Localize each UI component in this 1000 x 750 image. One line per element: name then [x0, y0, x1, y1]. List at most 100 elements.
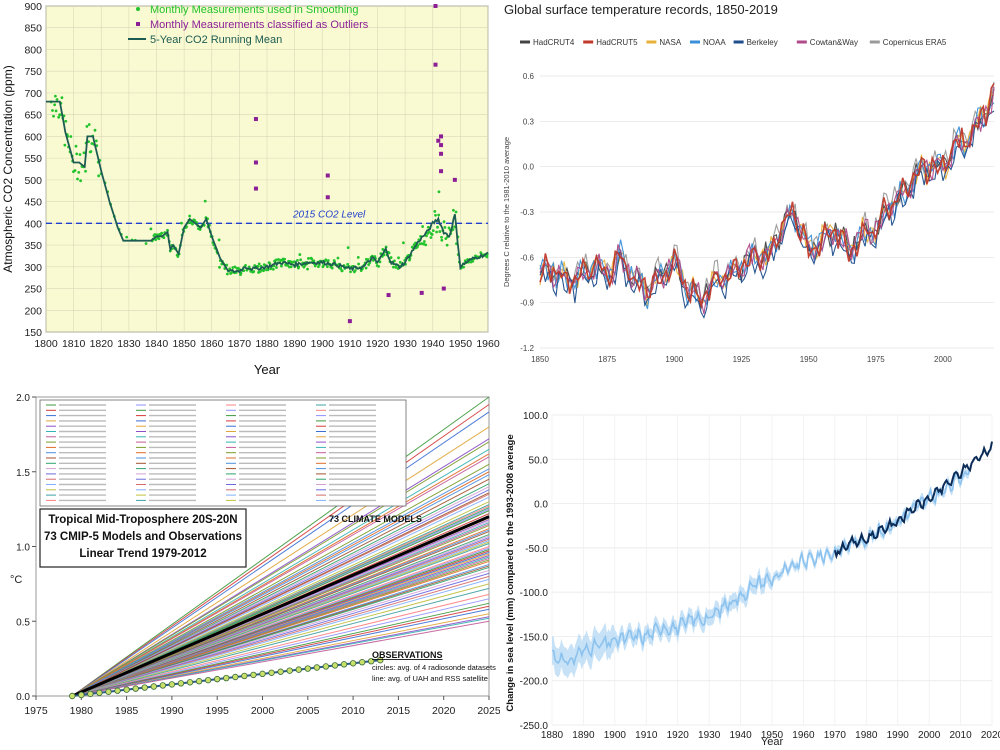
smoothing-point [53, 103, 57, 107]
smoothing-point [286, 263, 290, 267]
smoothing-point [445, 243, 449, 247]
smoothing-point [289, 265, 293, 269]
title-box [39, 508, 247, 568]
model-trend-line [72, 593, 490, 697]
model-trend-line [72, 578, 490, 697]
y-tick-label: 550 [24, 153, 42, 165]
x-tick-label: 2015 [387, 705, 411, 717]
y-tick-label: -200.0 [520, 677, 549, 688]
smoothing-point [244, 264, 247, 267]
models-chart: 0.0 0.5 1.0 1.5 2.0 1975 1980 1985 1990 1995 2000 2… [10, 393, 500, 717]
models-annotation: 73 CLIMATE MODELS [329, 514, 422, 524]
smoothing-point [69, 135, 73, 138]
smoothing-point [85, 125, 89, 128]
satellite-line [833, 441, 993, 560]
smoothing-point [401, 241, 405, 245]
smoothing-point [324, 258, 328, 262]
smoothing-point [87, 123, 91, 126]
model-trend-line [71, 411, 490, 697]
observation-circle [322, 663, 330, 670]
y-tick-label: 0.0 [534, 500, 548, 511]
model-trend-line [72, 474, 490, 697]
y-axis-label: Degrees C relative to the 1981-2010 aver… [502, 137, 511, 287]
smoothing-point [299, 258, 303, 262]
temperature-chart: Global surface temperature records, 1850… [502, 2, 995, 364]
smoothing-point [58, 113, 62, 117]
observations-note: circles: avg. of 4 radiosonde datasets [372, 663, 496, 672]
smoothing-point [149, 227, 153, 231]
smoothing-point [231, 266, 235, 269]
smoothing-point [51, 109, 54, 112]
smoothing-point [442, 220, 446, 224]
observation-circle [96, 689, 103, 697]
y-tick-label: 850 [24, 23, 42, 35]
y-tick-label: -250.0 [520, 721, 549, 732]
chart-title: Global surface temperature records, 1850… [504, 2, 778, 17]
model-trend-line [72, 587, 490, 697]
x-tick-label: 1910 [635, 730, 658, 741]
smoothing-point [162, 236, 166, 240]
smoothing-point [426, 225, 430, 229]
y-tick-label: 400 [24, 218, 42, 230]
outlier-point [386, 293, 391, 298]
observation-circle [241, 672, 248, 680]
smoothing-point [392, 265, 395, 269]
smoothing-point [421, 225, 425, 228]
y-tick-label: 0.3 [523, 117, 535, 126]
smoothing-point [76, 177, 79, 181]
smoothing-point [346, 246, 350, 250]
y-tick-label: -150.0 [520, 632, 549, 643]
legend-entry: Monthly Measurements used in Smoothing [150, 4, 359, 16]
legend-entry: NASA [659, 38, 681, 47]
y-tick-label: 0.0 [523, 163, 535, 172]
x-tick-label: 1960 [476, 338, 500, 350]
smoothing-point [233, 265, 237, 269]
smoothing-point [239, 271, 243, 275]
outlier-point [433, 62, 438, 67]
smoothing-point [188, 214, 192, 218]
observation-circle [114, 687, 121, 694]
observation-circle [177, 680, 185, 687]
y-tick-label: 750 [24, 66, 42, 78]
legend-marker-outliers [136, 22, 140, 26]
x-tick-label: 1860 [200, 338, 224, 350]
outlier-point [436, 138, 441, 143]
x-tick-label: 2020 [981, 730, 1000, 741]
series-line [539, 92, 995, 307]
smoothing-point [431, 229, 435, 233]
smoothing-point [381, 248, 385, 251]
smoothing-point [125, 235, 129, 239]
x-axis-label: Year [254, 362, 281, 377]
series-line [539, 86, 995, 315]
smoothing-point [52, 114, 55, 118]
observation-circle [259, 670, 266, 678]
x-tick-label: 1975 [24, 705, 48, 717]
x-tick-label: 1995 [206, 705, 230, 717]
model-trend-line [72, 608, 490, 697]
smoothing-point [434, 213, 437, 217]
smoothing-point [82, 151, 86, 155]
smoothing-point [452, 208, 455, 212]
x-tick-label: 1950 [761, 730, 784, 741]
outlier-point [253, 117, 258, 122]
smoothing-point [440, 235, 443, 239]
smoothing-point [389, 256, 393, 259]
outlier-point [439, 143, 444, 148]
observation-circle [123, 686, 130, 693]
y-tick-label: 500 [24, 175, 42, 187]
observation-circle [368, 657, 375, 665]
x-tick-label: 1920 [667, 730, 690, 741]
x-tick-label: 1925 [733, 355, 751, 364]
smoothing-point [73, 169, 77, 172]
observation-circle [69, 692, 76, 700]
smoothing-point [336, 256, 340, 260]
smoothing-point [53, 94, 57, 98]
legend-entry: NOAA [703, 38, 726, 47]
outlier-point [325, 195, 330, 200]
smoothing-point [454, 210, 458, 214]
smoothing-point [436, 225, 439, 229]
smoothing-point [306, 267, 309, 271]
smoothing-point [157, 237, 161, 241]
smoothing-point [325, 265, 329, 269]
observations-note: line: avg. of UAH and RSS satellite [372, 674, 488, 683]
